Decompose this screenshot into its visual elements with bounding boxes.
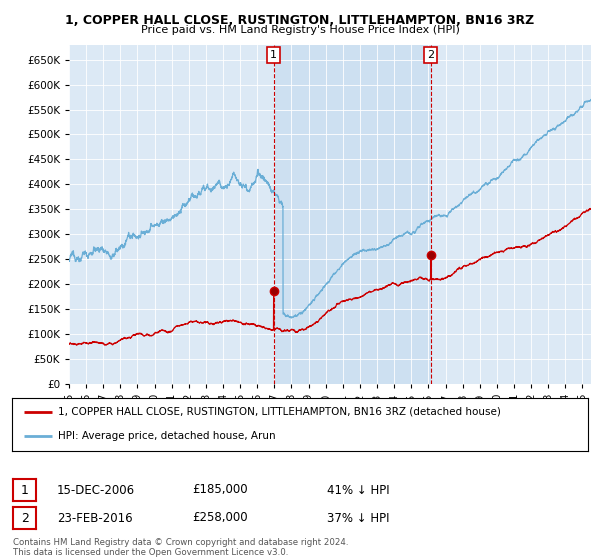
- Text: 41% ↓ HPI: 41% ↓ HPI: [327, 483, 389, 497]
- Text: £185,000: £185,000: [192, 483, 248, 497]
- Text: 1: 1: [270, 50, 277, 60]
- Bar: [274, 45, 431, 384]
- Text: 2: 2: [20, 511, 29, 525]
- Text: Price paid vs. HM Land Registry's House Price Index (HPI): Price paid vs. HM Land Registry's House …: [140, 25, 460, 35]
- Text: HPI: Average price, detached house, Arun: HPI: Average price, detached house, Arun: [58, 431, 276, 441]
- Text: 23-FEB-2016: 23-FEB-2016: [57, 511, 133, 525]
- Text: 15-DEC-2006: 15-DEC-2006: [57, 483, 135, 497]
- Text: 1: 1: [20, 483, 29, 497]
- Text: £258,000: £258,000: [192, 511, 248, 525]
- Text: Contains HM Land Registry data © Crown copyright and database right 2024.
This d: Contains HM Land Registry data © Crown c…: [13, 538, 349, 557]
- Text: 1, COPPER HALL CLOSE, RUSTINGTON, LITTLEHAMPTON, BN16 3RZ: 1, COPPER HALL CLOSE, RUSTINGTON, LITTLE…: [65, 14, 535, 27]
- Text: 37% ↓ HPI: 37% ↓ HPI: [327, 511, 389, 525]
- Text: 2: 2: [427, 50, 434, 60]
- Text: 1, COPPER HALL CLOSE, RUSTINGTON, LITTLEHAMPTON, BN16 3RZ (detached house): 1, COPPER HALL CLOSE, RUSTINGTON, LITTLE…: [58, 407, 501, 417]
